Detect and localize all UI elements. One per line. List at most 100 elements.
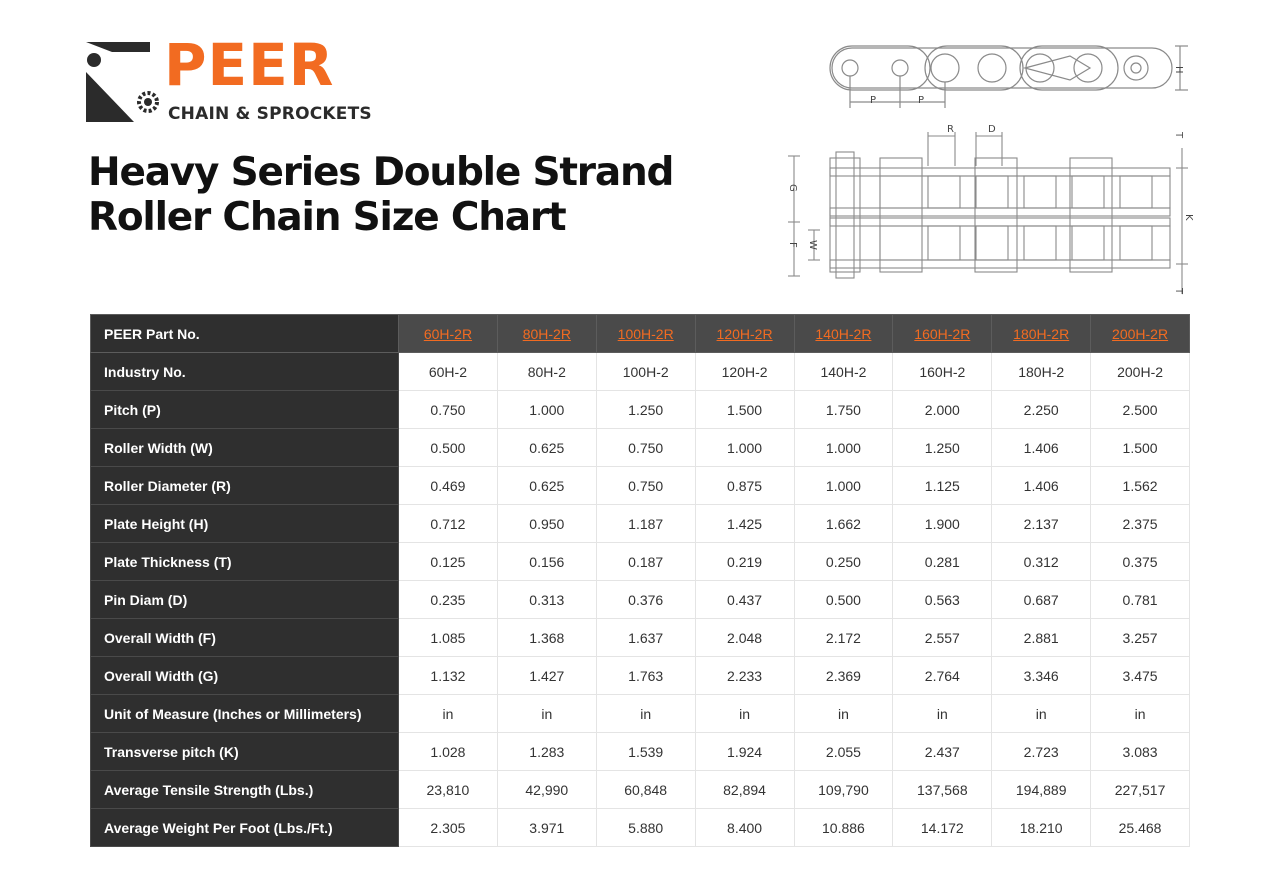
part-link[interactable]: 180H-2R	[1013, 325, 1070, 342]
table-cell: 0.750	[595, 428, 696, 467]
table-cell: 2.233	[694, 656, 795, 695]
table-cell: 2.557	[892, 618, 993, 657]
table-cell: 200H-2	[1090, 352, 1190, 391]
part-col-header: 180H-2R	[991, 314, 1092, 353]
table-cell: in	[496, 694, 597, 733]
table-cell: 0.781	[1090, 580, 1190, 619]
logo-mark-icon	[86, 42, 159, 122]
table-cell: 2.305	[398, 808, 498, 847]
table-cell: 1.250	[892, 428, 993, 467]
table-cell: 1.900	[892, 504, 993, 543]
part-link[interactable]: 80H-2R	[522, 325, 571, 342]
table-cell: 227,517	[1090, 770, 1190, 809]
part-link[interactable]: 160H-2R	[914, 325, 971, 342]
table-row: Industry No. 60H-2 80H-2 100H-2 120H-2 140H-2…	[90, 352, 1190, 391]
table-cell: 42,990	[496, 770, 597, 809]
table-cell: 3.971	[496, 808, 597, 847]
row-label: Average Weight Per Foot (Lbs./Ft.)	[90, 808, 399, 847]
table-row: Transverse pitch (K) 1.028 1.283 1.539 1.924…	[90, 732, 1190, 771]
table-cell: 2.723	[991, 732, 1092, 771]
table-cell: 0.750	[398, 390, 498, 429]
row-label: Roller Diameter (R)	[90, 466, 399, 505]
table-cell: 2.375	[1090, 504, 1190, 543]
table-cell: 0.750	[595, 466, 696, 505]
chain-side-view	[829, 45, 1188, 108]
row-label: Plate Thickness (T)	[90, 542, 399, 581]
table-cell: 1.125	[892, 466, 993, 505]
table-row: Average Weight Per Foot (Lbs./Ft.) 2.305 3…	[90, 808, 1190, 847]
table-cell: 0.500	[398, 428, 498, 467]
brand-tagline: CHAIN & SPROCKETS	[168, 104, 372, 124]
table-cell: 0.950	[496, 504, 597, 543]
table-cell: 2.764	[892, 656, 993, 695]
table-cell: 0.500	[793, 580, 894, 619]
table-cell: 14.172	[892, 808, 993, 847]
table-cell: 0.312	[991, 542, 1092, 581]
table-row: Roller Diameter (R) 0.469 0.625 0.750 0.875 1…	[90, 466, 1190, 505]
table-cell: in	[398, 694, 498, 733]
table-cell: 1.562	[1090, 466, 1190, 505]
table-cell: 100H-2	[595, 352, 696, 391]
part-col-header: 80H-2R	[496, 314, 597, 353]
table-cell: 2.437	[892, 732, 993, 771]
table-cell: 0.235	[398, 580, 498, 619]
page-title-line-2: Roller Chain Size Chart	[88, 195, 567, 240]
table-row: Pin Diam (D) 0.235 0.313 0.376 0.437 0.500 0.5…	[90, 580, 1190, 619]
diagram-label-p2: P	[918, 95, 924, 106]
table-row: Average Tensile Strength (Lbs.) 23,810 42,…	[90, 770, 1190, 809]
part-link[interactable]: 100H-2R	[617, 325, 674, 342]
part-link[interactable]: 60H-2R	[423, 325, 473, 342]
table-cell: 0.219	[694, 542, 795, 581]
diagram-label-r: R	[947, 124, 954, 135]
table-cell: 8.400	[694, 808, 795, 847]
table-cell: 0.563	[892, 580, 993, 619]
table-cell: 0.187	[595, 542, 696, 581]
table-cell: 0.687	[991, 580, 1092, 619]
table-cell: 60H-2	[398, 352, 498, 391]
table-cell: 0.625	[496, 466, 597, 505]
row-label: Unit of Measure (Inches or Millimeters)	[90, 694, 399, 733]
table-cell: 160H-2	[892, 352, 993, 391]
part-link[interactable]: 140H-2R	[815, 325, 872, 342]
table-cell: 1.750	[793, 390, 894, 429]
table-cell: 0.437	[694, 580, 795, 619]
row-label: Overall Width (F)	[90, 618, 399, 657]
chain-top-view	[788, 132, 1188, 294]
table-cell: 0.712	[398, 504, 498, 543]
table-cell: 120H-2	[694, 352, 795, 391]
table-cell: 3.475	[1090, 656, 1190, 695]
table-cell: 1.500	[1090, 428, 1190, 467]
table-row: Plate Height (H) 0.712 0.950 1.187 1.425 1.66…	[90, 504, 1190, 543]
diagram-label-w: W	[807, 240, 818, 250]
table-cell: 0.375	[1090, 542, 1190, 581]
table-cell: 109,790	[793, 770, 894, 809]
part-link[interactable]: 200H-2R	[1112, 325, 1169, 342]
table-row: Unit of Measure (Inches or Millimeters) i…	[90, 694, 1190, 733]
table-cell: 3.257	[1090, 618, 1190, 657]
table-cell: 1.763	[595, 656, 696, 695]
table-cell: 0.469	[398, 466, 498, 505]
brand-logo: PEER CHAIN & SPROCKETS	[86, 36, 376, 128]
table-cell: 10.886	[793, 808, 894, 847]
part-col-header: 160H-2R	[892, 314, 993, 353]
diagram-label-p1: P	[870, 95, 876, 106]
page-title: Heavy Series Double Strand Roller Chain …	[88, 150, 674, 240]
row-label: Pitch (P)	[90, 390, 399, 429]
table-cell: 1.283	[496, 732, 597, 771]
table-cell: 0.281	[892, 542, 993, 581]
table-cell: 23,810	[398, 770, 498, 809]
table-cell: 1.425	[694, 504, 795, 543]
chain-dimension-diagram: H P P	[787, 45, 1194, 295]
size-chart-table: PEER Part No. 60H-2R 80H-2R 100H-2R 120H…	[90, 314, 1190, 847]
table-row: Roller Width (W) 0.500 0.625 0.750 1.000 1.00…	[90, 428, 1190, 467]
diagram-label-t1: T	[1173, 131, 1184, 139]
diagram-label-h: H	[1173, 66, 1184, 74]
part-link[interactable]: 120H-2R	[716, 325, 773, 342]
table-cell: 5.880	[595, 808, 696, 847]
part-col-header: 120H-2R	[694, 314, 795, 353]
table-cell: 80H-2	[496, 352, 597, 391]
table-cell: 180H-2	[991, 352, 1092, 391]
table-cell: 0.875	[694, 466, 795, 505]
table-cell: in	[694, 694, 795, 733]
page-title-line-1: Heavy Series Double Strand	[88, 150, 674, 195]
